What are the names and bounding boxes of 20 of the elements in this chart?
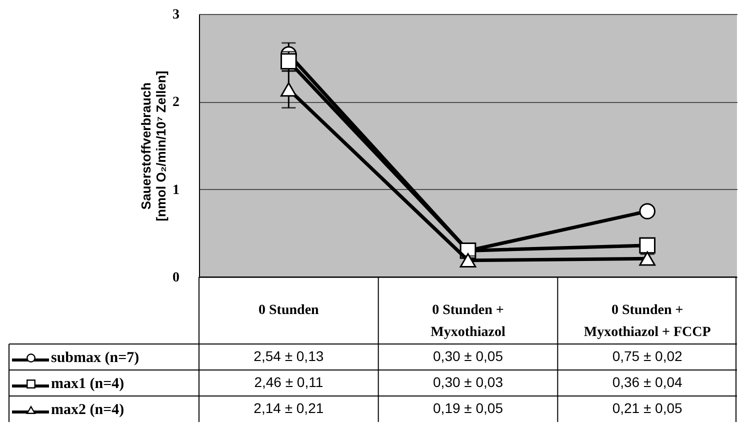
data-label: 2,46 ± 0,11 [254, 374, 324, 390]
y-axis-title: Sauerstoffverbrauch [nmol O₂/min/10⁷ Zellen] [138, 70, 168, 222]
x-tick-label: 0 Stunden + Myxothiazol [430, 303, 506, 340]
y-tick-label: 0 [172, 270, 180, 286]
data-label: 2,14 ± 0,21 [254, 400, 324, 416]
y-tick-label: 2 [172, 95, 180, 110]
data-label: 0,36 ± 0,04 [612, 374, 683, 390]
legend-label: max2 (n=4) [51, 402, 124, 418]
data-label: 0,21 ± 0,05 [612, 400, 683, 416]
data-label: 0,19 ± 0,05 [433, 400, 504, 416]
data-label: 0,30 ± 0,03 [433, 374, 504, 390]
y-tick-label: 1 [172, 182, 180, 198]
x-tick-label: 0 Stunden [258, 303, 320, 318]
legend-label: max1 (n=4) [51, 376, 124, 392]
x-tick-label: 0 Stunden + Myxothiazol + FCCP [584, 303, 712, 340]
data-label: 0,75 ± 0,02 [612, 348, 683, 364]
legend-label: submax (n=7) [51, 350, 140, 366]
y-tick-label: 3 [172, 8, 180, 22]
data-label: 2,54 ± 0,13 [254, 348, 324, 364]
data-label: 0,30 ± 0,05 [433, 348, 504, 364]
